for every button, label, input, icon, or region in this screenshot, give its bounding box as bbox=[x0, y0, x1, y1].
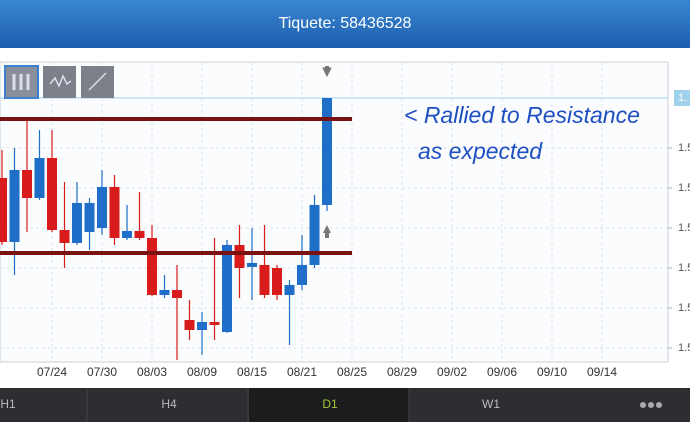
last-price-label: 1. bbox=[678, 92, 687, 104]
x-tick-label: 08/29 bbox=[387, 365, 417, 379]
tab-label: H4 bbox=[161, 397, 177, 411]
x-tick-label: 08/09 bbox=[187, 365, 217, 379]
arrow-stem bbox=[325, 233, 329, 238]
candle-body bbox=[172, 290, 182, 298]
annotation: < Rallied to Resistance bbox=[404, 102, 640, 128]
x-tick-label: 09/10 bbox=[537, 365, 567, 379]
line-icon bbox=[49, 74, 72, 88]
candle-body bbox=[222, 244, 232, 332]
candle-body bbox=[34, 158, 45, 198]
y-tick-label: 1.5 bbox=[678, 302, 690, 314]
x-tick-label: 09/06 bbox=[487, 365, 517, 379]
annotation: as expected bbox=[418, 138, 543, 164]
candle-body bbox=[309, 204, 320, 265]
candle-tool[interactable] bbox=[4, 65, 39, 99]
candle-body bbox=[147, 238, 157, 295]
candle-body bbox=[22, 170, 32, 198]
candle-icon bbox=[12, 74, 30, 90]
arrow-up bbox=[323, 225, 331, 233]
y-tick-label: 1.5 bbox=[678, 222, 690, 234]
candle-body bbox=[0, 178, 7, 242]
candle-body bbox=[9, 170, 20, 242]
candle-body bbox=[47, 158, 57, 230]
tabs: H1 H4 D1 W1 bbox=[0, 388, 570, 422]
candle-body bbox=[209, 322, 220, 325]
chart: 1.5 1.5 1.5 1.5 1.5 1.5 07/24 07/30 08/03 08/09 08… bbox=[0, 62, 690, 379]
y-tick-label: 1.5 bbox=[678, 142, 690, 154]
arrow-stem bbox=[325, 66, 329, 71]
candle-body bbox=[272, 268, 282, 295]
draw-icon bbox=[88, 72, 107, 91]
tab-label: D1 bbox=[322, 397, 338, 411]
tab[interactable] bbox=[88, 388, 248, 422]
x-tick-label: 09/02 bbox=[437, 365, 467, 379]
toolbar bbox=[4, 65, 114, 99]
x-tick-label: 08/15 bbox=[237, 365, 267, 379]
last-price-box bbox=[674, 90, 690, 106]
tab[interactable] bbox=[0, 388, 87, 422]
tab[interactable] bbox=[249, 388, 409, 422]
x-tick-label: 08/25 bbox=[337, 365, 367, 379]
candle-body bbox=[97, 186, 107, 228]
more-button[interactable] bbox=[640, 402, 662, 408]
candle-body bbox=[259, 264, 270, 295]
line-tool[interactable] bbox=[43, 66, 76, 98]
candle-body bbox=[122, 230, 132, 238]
candle-body bbox=[72, 202, 82, 243]
header-title: Tiquete: 58436528 bbox=[279, 15, 412, 32]
tab-label: H1 bbox=[0, 397, 16, 411]
dot bbox=[640, 402, 646, 408]
candle-body bbox=[234, 244, 245, 268]
y-tick-label: 1.5 bbox=[678, 342, 690, 354]
x-tick-label: 07/24 bbox=[37, 365, 67, 379]
x-tick-label: 09/14 bbox=[587, 365, 617, 379]
candle-body bbox=[184, 320, 195, 330]
header-bar bbox=[0, 0, 690, 48]
candle-body bbox=[159, 290, 170, 295]
dot bbox=[656, 402, 662, 408]
x-tick-label: 08/03 bbox=[137, 365, 167, 379]
candle-body bbox=[247, 262, 257, 267]
y-tick-label: 1.5 bbox=[678, 262, 690, 274]
tab[interactable] bbox=[410, 388, 570, 422]
x-tick-label: 07/30 bbox=[87, 365, 117, 379]
candle-body bbox=[59, 230, 70, 243]
x-tick-label: 08/21 bbox=[287, 365, 317, 379]
candle-body bbox=[109, 186, 120, 238]
candle-body bbox=[284, 284, 295, 295]
y-tick-label: 1.5 bbox=[678, 182, 690, 194]
candle-body bbox=[84, 202, 95, 232]
candle-body bbox=[297, 264, 307, 285]
candle-body bbox=[134, 230, 145, 238]
tab-label: W1 bbox=[482, 397, 500, 411]
candle-body bbox=[197, 322, 207, 330]
candle-body bbox=[322, 98, 332, 205]
dot bbox=[648, 402, 654, 408]
